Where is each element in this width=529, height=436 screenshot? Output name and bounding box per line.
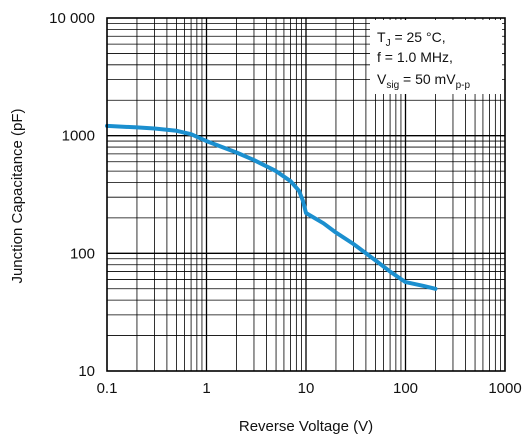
y-tick-label: 100 [70, 245, 95, 262]
x-tick-label: 1000 [488, 380, 521, 397]
x-tick-label: 100 [393, 380, 418, 397]
annotation-background [370, 20, 502, 94]
annot-tj-symbol: T [377, 29, 386, 45]
x-tick-label: 1 [202, 380, 210, 397]
annot-tj-value: = 25 °C, [391, 29, 446, 45]
annot-frequency: f = 1.0 MHz, [377, 49, 453, 65]
annot-tj-subscript: J [386, 38, 391, 49]
annot-vsig-subscript: sig [386, 80, 399, 91]
y-axis-label: Junction Capacitance (pF) [9, 108, 26, 283]
plot-frame [106, 17, 506, 372]
x-tick-labels: 0.1 1 10 100 1000 [97, 380, 522, 397]
x-tick-label: 10 [298, 380, 315, 397]
y-tick-label: 1000 [62, 128, 95, 145]
x-axis-label: Reverse Voltage (V) [239, 418, 373, 435]
annot-vsig-value: = 50 mV [399, 71, 456, 87]
x-tick-label: 0.1 [97, 380, 118, 397]
capacitance-curve [105, 123, 438, 291]
annot-vsig-symbol: V [377, 71, 387, 87]
y-tick-label: 10 000 [49, 10, 95, 27]
grid-lines [107, 18, 505, 371]
svg-text:Vsig = 50 mVp-p: Vsig = 50 mVp-p [377, 71, 470, 91]
svg-text:TJ = 25 °C,: TJ = 25 °C, [377, 29, 446, 49]
y-tick-label: 10 [78, 363, 95, 380]
conditions-annotation: TJ = 25 °C, f = 1.0 MHz, Vsig = 50 mVp-p [377, 29, 470, 91]
y-tick-labels: 10 100 1000 10 000 [49, 10, 95, 380]
annot-vsig-unit-subscript: p-p [456, 80, 471, 91]
